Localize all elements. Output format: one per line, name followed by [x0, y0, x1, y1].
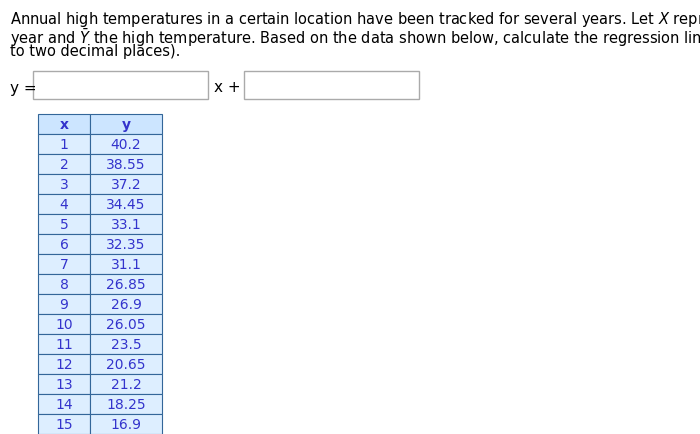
Text: Annual high temperatures in a certain location have been tracked for several yea: Annual high temperatures in a certain lo… [10, 10, 700, 29]
Bar [38, 135, 90, 155]
Text: x: x [60, 118, 69, 132]
Bar [38, 254, 90, 274]
Bar [38, 374, 90, 394]
Text: 37.2: 37.2 [111, 178, 141, 191]
Bar [90, 314, 162, 334]
Text: 10: 10 [55, 317, 73, 331]
Text: 9: 9 [60, 297, 69, 311]
Bar [38, 194, 90, 214]
Text: 3: 3 [60, 178, 69, 191]
Bar [38, 115, 90, 135]
Text: 33.1: 33.1 [111, 217, 141, 231]
Bar [90, 254, 162, 274]
Bar [38, 414, 90, 434]
Bar [90, 414, 162, 434]
Text: 20.65: 20.65 [106, 357, 146, 371]
Bar [90, 155, 162, 174]
Bar [90, 374, 162, 394]
Text: 15: 15 [55, 417, 73, 431]
Text: y: y [122, 118, 130, 132]
Bar [38, 234, 90, 254]
Bar [90, 294, 162, 314]
Bar [38, 394, 90, 414]
Text: 5: 5 [60, 217, 69, 231]
Text: 18.25: 18.25 [106, 397, 146, 411]
Bar [90, 135, 162, 155]
Text: 8: 8 [60, 277, 69, 291]
Text: x +: x + [214, 80, 241, 95]
Bar [244, 72, 419, 100]
Text: 26.05: 26.05 [106, 317, 146, 331]
Text: 40.2: 40.2 [111, 138, 141, 151]
Bar [90, 115, 162, 135]
Bar [90, 174, 162, 194]
Text: 12: 12 [55, 357, 73, 371]
Text: 2: 2 [60, 158, 69, 171]
Text: y =: y = [10, 80, 36, 95]
Bar [90, 354, 162, 374]
Text: 11: 11 [55, 337, 73, 351]
Bar [38, 214, 90, 234]
Text: 31.1: 31.1 [111, 257, 141, 271]
Bar [90, 214, 162, 234]
Bar [38, 334, 90, 354]
Text: 13: 13 [55, 377, 73, 391]
Text: 32.35: 32.35 [106, 237, 146, 251]
Bar [38, 274, 90, 294]
Bar [38, 174, 90, 194]
Text: 23.5: 23.5 [111, 337, 141, 351]
Bar [38, 294, 90, 314]
Text: 38.55: 38.55 [106, 158, 146, 171]
Text: 26.85: 26.85 [106, 277, 146, 291]
Text: 16.9: 16.9 [111, 417, 141, 431]
Bar [90, 334, 162, 354]
Text: 1: 1 [60, 138, 69, 151]
Text: 6: 6 [60, 237, 69, 251]
Text: 34.45: 34.45 [106, 197, 146, 211]
Bar [90, 274, 162, 294]
Text: 21.2: 21.2 [111, 377, 141, 391]
Text: 7: 7 [60, 257, 69, 271]
Bar [90, 194, 162, 214]
Bar [38, 314, 90, 334]
Text: year and $\bar{Y}$ the high temperature. Based on the data shown below, calculat: year and $\bar{Y}$ the high temperature.… [10, 27, 700, 49]
Text: 14: 14 [55, 397, 73, 411]
Bar [38, 354, 90, 374]
Text: 26.9: 26.9 [111, 297, 141, 311]
Bar [90, 234, 162, 254]
Bar [90, 394, 162, 414]
Text: to two decimal places).: to two decimal places). [10, 44, 181, 59]
Bar [33, 72, 208, 100]
Bar [38, 155, 90, 174]
Text: 4: 4 [60, 197, 69, 211]
